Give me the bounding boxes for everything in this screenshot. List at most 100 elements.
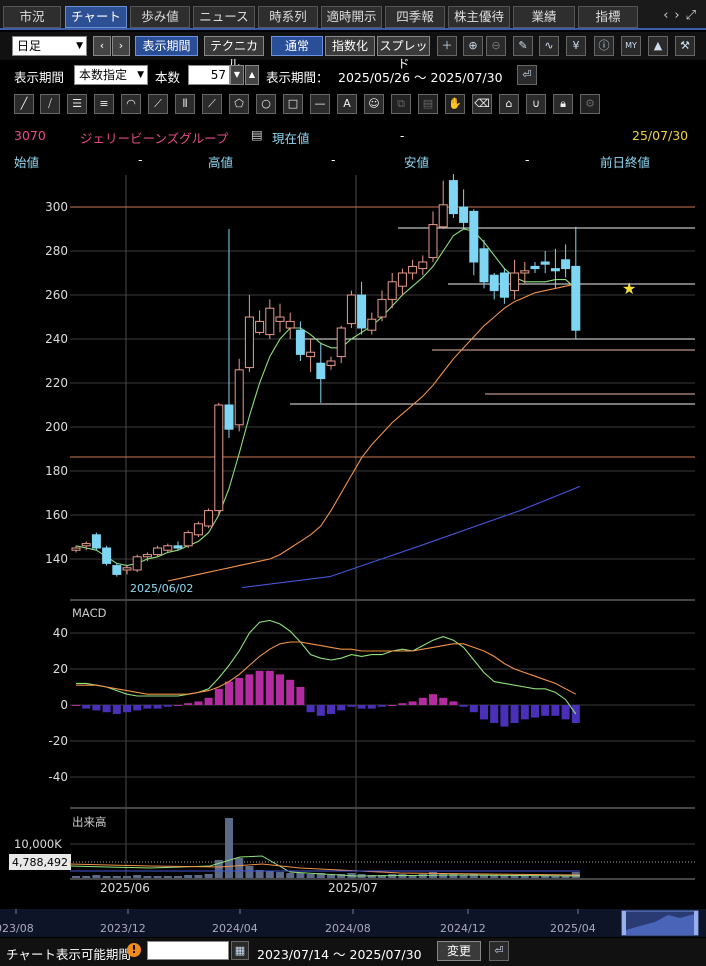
pen-icon[interactable]: ✎	[513, 36, 533, 56]
candle	[520, 262, 530, 284]
candle	[316, 343, 326, 403]
candle	[163, 543, 173, 553]
period-input[interactable]	[147, 941, 229, 960]
text-icon[interactable]: A	[337, 94, 357, 114]
vlines-icon[interactable]: ⦀	[175, 94, 195, 114]
candle	[540, 251, 550, 273]
return-icon[interactable]: ⏎	[489, 941, 509, 961]
range-select[interactable]: 本数指定 ▼	[74, 65, 148, 85]
volume-value-box	[9, 854, 71, 870]
hline-icon[interactable]: —	[310, 94, 330, 114]
prev-button[interactable]: ‹	[93, 36, 111, 56]
display-period-button[interactable]: 表示期間	[135, 36, 198, 56]
hand-icon[interactable]: ✋	[445, 94, 465, 114]
macd-tick: 40	[53, 626, 68, 640]
info-icon[interactable]: ⓘ	[594, 36, 614, 56]
candle	[81, 541, 91, 551]
wave-icon[interactable]: ∿	[539, 36, 559, 56]
high-value: -	[331, 152, 336, 167]
area-chart-icon[interactable]: ▲	[648, 36, 668, 56]
copy-icon[interactable]: ⧉	[391, 94, 411, 114]
candle	[71, 545, 81, 553]
volume-ma-short	[69, 855, 581, 877]
crosshair-icon[interactable]: ＋	[437, 36, 457, 56]
navigator-handle-right[interactable]	[694, 911, 698, 935]
low-value: -	[525, 152, 530, 167]
change-button[interactable]: 変更	[437, 941, 481, 961]
macd-bar	[174, 705, 182, 706]
price-tick: 300	[45, 200, 68, 214]
candle	[193, 521, 203, 537]
tab-benefits[interactable]: 株主優待	[448, 6, 510, 28]
macd-bar	[541, 705, 550, 716]
channel-icon[interactable]: ≡	[94, 94, 114, 114]
volume-bar	[214, 860, 223, 878]
count-down-button[interactable]: ▼	[230, 65, 244, 85]
trendline-icon[interactable]: ╱	[14, 94, 34, 114]
period-select[interactable]: 日足 ▼	[12, 36, 87, 56]
my-settings-icon[interactable]: MY	[621, 36, 641, 56]
tab-scroll-icons[interactable]: ‹›⤢	[663, 8, 702, 23]
return-icon[interactable]: ⏎	[517, 65, 537, 85]
tag-icon[interactable]: ⌂	[499, 94, 519, 114]
layer-icon[interactable]: ▤	[418, 94, 438, 114]
volume-bar	[143, 876, 152, 878]
macd-bar	[327, 705, 335, 714]
tab-chart[interactable]: チャート	[65, 6, 127, 28]
hlines-icon[interactable]: ☰	[67, 94, 87, 114]
document-icon[interactable]: ▤	[251, 127, 263, 142]
lock-icon[interactable]: 🔒︎	[553, 94, 573, 114]
gear-icon[interactable]: ⚙	[580, 94, 600, 114]
spread-button[interactable]: スプレッド	[377, 36, 430, 71]
candle	[204, 508, 214, 529]
warning-icon[interactable]: !	[127, 943, 141, 957]
gann-icon[interactable]: ⟋	[202, 94, 222, 114]
volume-bar	[500, 875, 509, 878]
chevron-down-icon: ▼	[76, 41, 83, 51]
zoom-out-icon[interactable]: ⊖	[486, 36, 506, 56]
zoom-in-icon[interactable]: ⊕	[463, 36, 483, 56]
navigator-handle-left[interactable]	[622, 911, 626, 935]
count-input[interactable]: 57	[188, 65, 230, 85]
candle	[142, 552, 152, 562]
ma-line	[167, 283, 576, 582]
tab-performance[interactable]: 業績	[513, 6, 575, 28]
next-button[interactable]: ›	[112, 36, 130, 56]
star-icon[interactable]: ★	[622, 279, 636, 298]
tab-disclosure[interactable]: 適時開示	[321, 6, 382, 28]
tab-market[interactable]: 市況	[3, 6, 61, 28]
tab-indicators[interactable]: 指標	[578, 6, 638, 28]
eraser-icon[interactable]: ⌫	[472, 94, 492, 114]
tab-timeseries[interactable]: 時系列	[258, 6, 318, 28]
macd-bar	[520, 705, 529, 720]
navigator-area	[626, 914, 695, 935]
pentagon-icon[interactable]: ⬠	[229, 94, 249, 114]
price-tick: 260	[45, 288, 68, 302]
navigator-label: 2023/12	[100, 922, 146, 935]
volume-ma-mid	[69, 863, 581, 876]
rectangle-icon[interactable]: □	[283, 94, 303, 114]
fan-icon[interactable]: ⟋	[148, 94, 168, 114]
macd-bar	[276, 674, 284, 705]
arc-icon[interactable]: ◠	[121, 94, 141, 114]
circle-icon[interactable]: ○	[256, 94, 276, 114]
tab-shikiho[interactable]: 四季報	[385, 6, 445, 28]
candle	[377, 290, 387, 322]
count-up-button[interactable]: ▲	[245, 65, 259, 85]
count-value: 57	[210, 68, 226, 82]
volume-bar	[418, 874, 427, 878]
chevron-down-icon: ▼	[137, 70, 144, 80]
tab-news[interactable]: ニュース	[193, 6, 255, 28]
calendar-icon[interactable]: ▦	[231, 941, 249, 960]
ruler-icon[interactable]: ⧸	[40, 94, 60, 114]
magnet-icon[interactable]: ∪	[526, 94, 546, 114]
smiley-icon[interactable]: ☺	[364, 94, 384, 114]
wrench-icon[interactable]: ⚒	[675, 36, 695, 56]
normal-button[interactable]: 通常	[271, 36, 323, 56]
tab-ticks[interactable]: 歩み値	[130, 6, 190, 28]
main-tabs: 市況 チャート 歩み値 ニュース 時系列 適時開示 四季報 株主優待 業績 指標…	[0, 0, 706, 30]
yen-icon[interactable]: ¥	[566, 36, 586, 56]
macd-bar	[72, 705, 80, 706]
index-button[interactable]: 指数化	[325, 36, 375, 56]
